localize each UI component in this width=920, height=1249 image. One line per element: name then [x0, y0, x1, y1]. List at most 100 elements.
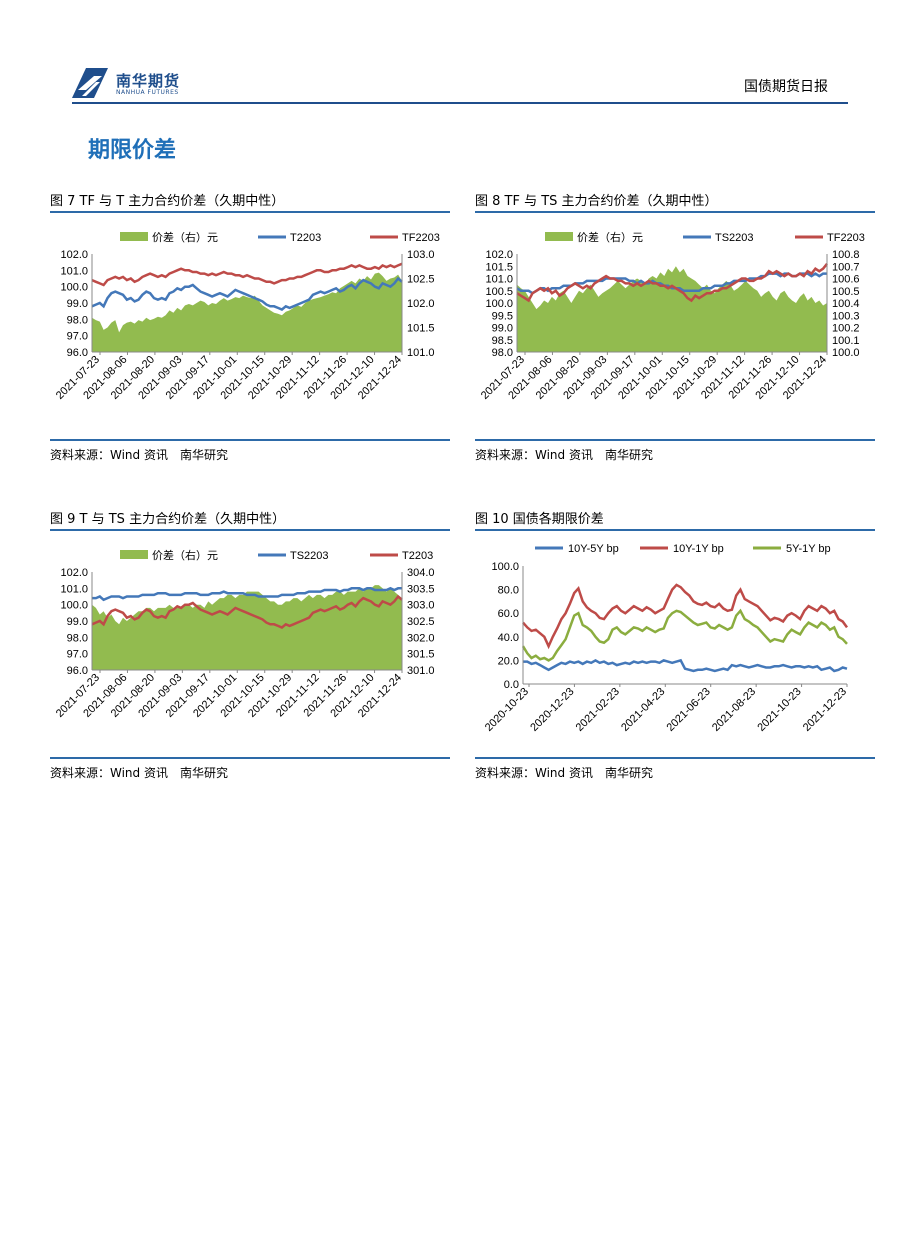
- y-tick-label-right: 102.5: [407, 274, 435, 286]
- figure-title: 图 10 国债各期限价差: [475, 512, 604, 527]
- y-tick-label-left: 99.0: [67, 298, 88, 310]
- series-area: [92, 585, 402, 670]
- legend-label: 价差（右）元: [577, 230, 643, 244]
- y-tick-label-right: 100.3: [832, 310, 860, 322]
- x-tick-label: 2020-12-23: [528, 686, 576, 734]
- y-tick-label-left: 98.0: [67, 632, 88, 644]
- y-tick-label-right: 100.6: [832, 274, 860, 286]
- y-tick-label-left: 96.0: [67, 665, 88, 677]
- legend-swatch: [120, 550, 148, 559]
- y-tick-label-right: 100.1: [832, 335, 860, 347]
- legend-label: 10Y-1Y bp: [673, 543, 724, 555]
- series-area: [92, 272, 402, 352]
- legend-swatch: [120, 232, 148, 241]
- y-tick-label: 40.0: [498, 632, 519, 644]
- y-tick-label: 80.0: [498, 585, 519, 597]
- series-line: [92, 586, 402, 602]
- figure-top-rule: [475, 211, 875, 213]
- figure-source: 资料来源：Wind 资讯 南华研究: [50, 448, 228, 462]
- y-tick-label-right: 100.0: [832, 347, 860, 359]
- series-line: [91, 262, 403, 287]
- chart-term-spreads: 10Y-5Y bp 10Y-1Y bp 5Y-1Y bp 100.0 80.0 60.0 4…: [483, 543, 849, 734]
- section-title: 期限价差: [88, 138, 177, 163]
- x-tick-label: 2021-06-23: [665, 686, 713, 734]
- figure-title: 图 8 TF 与 TS 主力合约价差（久期中性）: [475, 194, 718, 209]
- nanhua-logo-icon: [72, 68, 108, 98]
- y-tick-label-right: 303.0: [407, 600, 435, 612]
- legend-label: 10Y-5Y bp: [568, 543, 619, 555]
- y-tick-label-right: 100.7: [832, 261, 860, 273]
- y-tick-label-right: 303.5: [407, 583, 435, 595]
- y-tick-label-left: 100.0: [485, 298, 513, 310]
- y-tick-label-left: 97.0: [67, 649, 88, 661]
- y-tick-label-left: 97.0: [67, 331, 88, 343]
- y-tick-label-right: 100.8: [832, 249, 860, 261]
- y-tick-label-right: 301.0: [407, 665, 435, 677]
- figure-top-rule: [50, 211, 450, 213]
- chart-tf-ts-spread: 价差（右）元 TS2203 TF2203102.0101.5101.0100.510…: [479, 230, 865, 402]
- figure-bottom-rule: [475, 439, 875, 441]
- figure-title: 图 7 TF 与 T 主力合约价差（久期中性）: [50, 194, 285, 209]
- figure-title: 图 9 T 与 TS 主力合约价差（久期中性）: [50, 512, 286, 527]
- chart-t-ts-spread: 价差（右）元 TS2203 T2203 102.0 101.0 100.0 99.0 98.0…: [54, 548, 435, 720]
- series-line: [523, 658, 848, 673]
- y-tick-label-left: 102.0: [60, 249, 88, 261]
- y-tick-label-left: 99.5: [492, 310, 513, 322]
- series-line: [522, 583, 849, 650]
- y-tick-label-right: 102.0: [407, 298, 435, 310]
- y-tick-label-left: 98.0: [492, 347, 513, 359]
- figure-top-rule: [475, 529, 875, 531]
- y-tick-label-left: 99.0: [67, 616, 88, 628]
- y-tick-label-right: 301.5: [407, 649, 435, 661]
- chart-tf-t-spread: 价差（右）元 T2203 TF2203 102.0 101.0 100.0 99.0 98.0…: [54, 230, 440, 402]
- y-tick-label-left: 100.0: [60, 600, 88, 612]
- y-tick-label-right: 101.5: [407, 323, 435, 335]
- y-tick-label-left: 101.0: [60, 265, 88, 277]
- y-tick-label-left: 102.0: [60, 567, 88, 579]
- figure-bottom-rule: [475, 757, 875, 759]
- logo-text: 南华期货: [116, 72, 181, 90]
- figure-7: 图 7 TF 与 T 主力合约价差（久期中性） 价差（右）元 T2203 TF220…: [50, 190, 450, 470]
- y-tick-label: 60.0: [498, 608, 519, 620]
- series-line: [91, 276, 403, 311]
- page-header: 南华期货 NANHUA FUTURES 国债期货日报: [72, 66, 848, 102]
- y-tick-label-left: 100.0: [60, 282, 88, 294]
- header-divider: [72, 102, 848, 104]
- y-tick-label: 100.0: [491, 561, 519, 573]
- series-area: [517, 266, 827, 352]
- y-tick-label-left: 101.0: [485, 274, 513, 286]
- legend-swatch: [545, 232, 573, 241]
- figure-source: 资料来源：Wind 资讯 南华研究: [475, 448, 653, 462]
- y-tick-label: 20.0: [498, 655, 519, 667]
- figure-source: 资料来源：Wind 资讯 南华研究: [475, 766, 653, 780]
- figure-top-rule: [50, 529, 450, 531]
- series-line: [516, 272, 827, 295]
- x-tick-label: 2021-12-23: [801, 686, 849, 734]
- figure-source: 资料来源：Wind 资讯 南华研究: [50, 766, 228, 780]
- figure-8: 图 8 TF 与 TS 主力合约价差（久期中性） 价差（右）元 TS2203 TF2…: [475, 190, 875, 470]
- x-tick-label: 2021-08-23: [710, 686, 758, 734]
- y-tick-label-right: 100.5: [832, 286, 860, 298]
- y-tick-label-right: 101.0: [407, 347, 435, 359]
- figure-10: 图 10 国债各期限价差 10Y-5Y bp 10Y-1Y bp 5Y-1Y bp 1…: [475, 508, 875, 788]
- logo-subtext: NANHUA FUTURES: [116, 89, 179, 96]
- figure-bottom-rule: [50, 757, 450, 759]
- legend-label: 5Y-1Y bp: [786, 543, 831, 555]
- y-tick-label-left: 99.0: [492, 323, 513, 335]
- series-line: [516, 263, 828, 303]
- y-tick-label-right: 302.0: [407, 632, 435, 644]
- figure-bottom-rule: [50, 439, 450, 441]
- series-line: [91, 594, 403, 629]
- y-tick-label-right: 100.4: [832, 298, 860, 310]
- y-tick-label-left: 100.5: [485, 286, 513, 298]
- legend-label: 价差（右）元: [152, 548, 218, 562]
- figure-9: 图 9 T 与 TS 主力合约价差（久期中性） 价差（右）元 TS2203 T220…: [50, 508, 450, 788]
- y-tick-label-right: 103.0: [407, 249, 435, 261]
- y-tick-label-left: 96.0: [67, 347, 88, 359]
- x-tick-label: 2020-10-23: [483, 686, 531, 734]
- legend-label: T2203: [402, 550, 433, 562]
- y-tick-label: 0.0: [504, 679, 519, 691]
- legend-label: TF2203: [402, 232, 440, 244]
- legend-label: TS2203: [290, 550, 329, 562]
- y-tick-label-left: 101.5: [485, 261, 513, 273]
